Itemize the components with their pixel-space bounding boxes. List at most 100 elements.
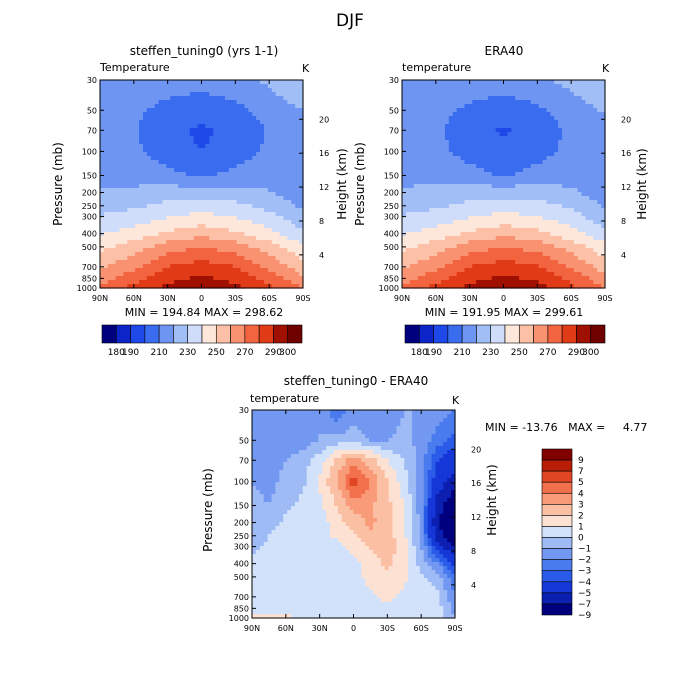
field-cell xyxy=(221,124,226,129)
field-cell xyxy=(193,200,199,205)
field-cell xyxy=(429,116,434,121)
field-cell xyxy=(499,188,505,193)
field-cell xyxy=(577,212,583,217)
field-cell xyxy=(417,104,423,109)
field-cell xyxy=(240,264,246,269)
field-cell xyxy=(271,252,277,257)
field-cell xyxy=(562,176,567,181)
field-cell xyxy=(224,156,230,161)
field-cell xyxy=(178,204,183,209)
field-cell xyxy=(464,144,469,149)
field-cell xyxy=(279,184,285,189)
field-cell xyxy=(295,224,300,229)
field-cell xyxy=(519,216,524,221)
field-cell xyxy=(236,284,242,289)
field-cell xyxy=(546,212,551,217)
field-cell xyxy=(409,96,415,101)
field-cell xyxy=(523,244,528,249)
field-cell xyxy=(135,160,140,165)
field-cell xyxy=(181,132,187,137)
field-cell xyxy=(205,92,210,97)
field-cell xyxy=(530,232,536,237)
field-cell xyxy=(577,216,583,221)
field-cell xyxy=(146,276,152,281)
field-cell xyxy=(299,176,304,181)
field-cell xyxy=(444,124,450,129)
field-cell xyxy=(483,128,489,133)
field-cell xyxy=(166,228,171,233)
field-cell xyxy=(601,224,606,229)
field-cell xyxy=(534,192,540,197)
field-cell xyxy=(503,204,508,209)
field-cell xyxy=(248,84,253,89)
field-cell xyxy=(441,188,446,193)
field-cell xyxy=(158,196,164,201)
field-cell xyxy=(224,80,230,85)
field-cell xyxy=(103,128,109,133)
field-cell xyxy=(421,216,427,221)
field-cell xyxy=(205,132,210,137)
field-cell xyxy=(228,256,234,261)
field-cell xyxy=(146,152,152,157)
field-cell xyxy=(464,80,469,85)
field-cell xyxy=(185,252,191,257)
field-cell xyxy=(581,116,587,121)
field-cell xyxy=(291,280,296,285)
field-cell xyxy=(135,96,140,101)
field-cell xyxy=(480,120,485,125)
field-cell xyxy=(487,208,493,213)
field-cell xyxy=(193,184,199,189)
field-cell xyxy=(111,256,117,261)
field-cell xyxy=(217,108,222,113)
field-cell xyxy=(503,236,508,241)
field-cell xyxy=(562,220,567,225)
field-cell xyxy=(405,224,411,229)
field-cell xyxy=(515,160,520,165)
field-cell xyxy=(441,216,446,221)
field-cell xyxy=(205,136,210,141)
field-cell xyxy=(197,148,203,153)
field-cell xyxy=(464,180,469,185)
field-cell xyxy=(260,248,265,253)
field-cell xyxy=(154,212,160,217)
field-cell xyxy=(291,232,296,237)
field-cell xyxy=(131,100,136,105)
field-cell xyxy=(468,216,473,221)
field-cell xyxy=(538,80,544,85)
field-cell xyxy=(283,88,288,93)
field-cell xyxy=(523,100,528,105)
field-cell xyxy=(562,96,567,101)
field-cell xyxy=(456,80,462,85)
field-cell xyxy=(291,88,296,93)
field-cell xyxy=(213,144,218,149)
field-cell xyxy=(425,172,430,177)
field-cell xyxy=(252,164,257,169)
field-cell xyxy=(170,92,175,97)
field-cell xyxy=(425,196,430,201)
field-cell xyxy=(491,104,497,109)
field-cell xyxy=(476,140,481,145)
field-cell xyxy=(131,148,136,153)
field-cell xyxy=(221,88,226,93)
field-cell xyxy=(299,284,304,289)
field-cell xyxy=(519,196,524,201)
field-cell xyxy=(260,96,265,101)
field-cell xyxy=(573,224,579,229)
field-cell xyxy=(425,144,430,149)
field-cell xyxy=(542,84,548,89)
field-cell xyxy=(178,140,183,145)
field-cell xyxy=(213,228,218,233)
field-cell xyxy=(283,172,288,177)
field-cell xyxy=(158,168,164,173)
field-cell xyxy=(162,164,167,169)
field-cell xyxy=(174,208,179,213)
field-cell xyxy=(480,108,485,113)
field-cell xyxy=(181,140,187,145)
field-cell xyxy=(100,124,105,129)
field-cell xyxy=(279,240,285,245)
field-cell xyxy=(554,116,559,121)
field-cell xyxy=(279,124,285,129)
field-cell xyxy=(480,152,485,157)
field-cell xyxy=(402,156,407,161)
field-cell xyxy=(248,132,253,137)
